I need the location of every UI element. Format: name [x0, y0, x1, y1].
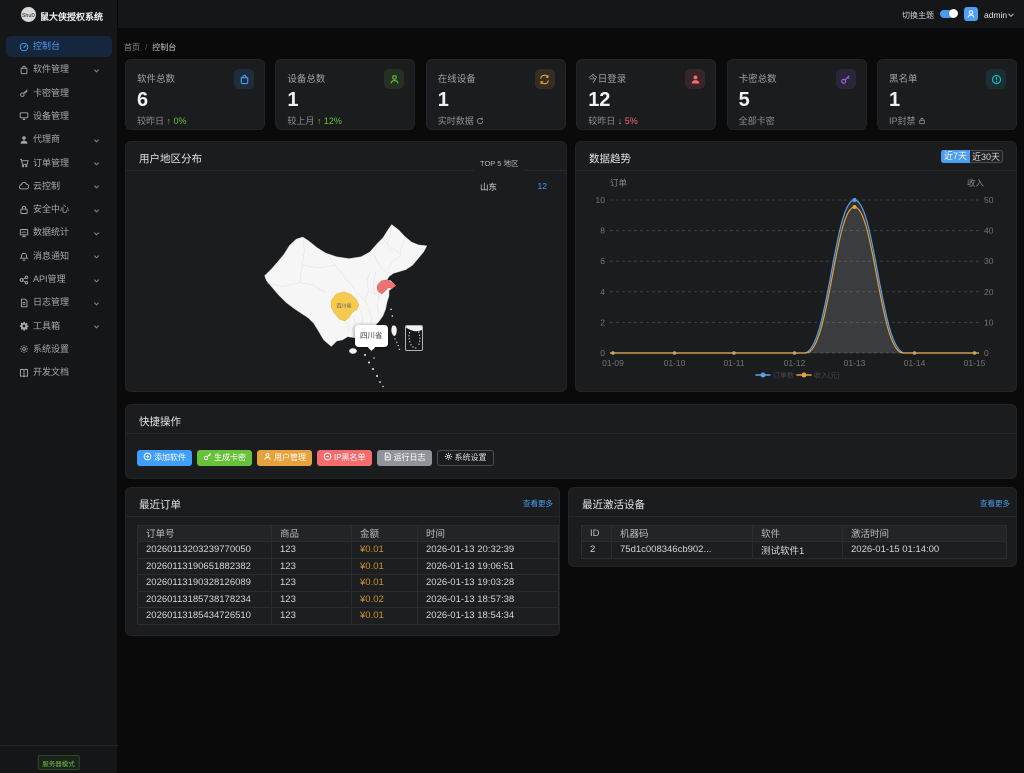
- svg-text:0: 0: [600, 348, 605, 358]
- svg-text:30: 30: [984, 256, 994, 266]
- svg-text:10: 10: [984, 317, 994, 327]
- svg-text:01-15: 01-15: [964, 358, 986, 368]
- svg-text:10: 10: [596, 195, 606, 205]
- svg-text:四川省: 四川省: [336, 303, 351, 310]
- svg-text:01-12: 01-12: [784, 358, 806, 368]
- svg-text:01-10: 01-10: [664, 358, 686, 368]
- svg-text:订单: 订单: [610, 178, 628, 188]
- svg-text:01-09: 01-09: [602, 358, 624, 368]
- svg-text:6: 6: [600, 256, 605, 266]
- svg-text:40: 40: [984, 226, 994, 236]
- svg-text:订单数: 订单数: [773, 371, 794, 380]
- svg-text:01-11: 01-11: [723, 358, 744, 368]
- svg-text:收入(元): 收入(元): [814, 371, 840, 380]
- svg-text:0: 0: [984, 348, 989, 358]
- svg-text:4: 4: [600, 287, 605, 297]
- svg-text:01-14: 01-14: [904, 358, 926, 368]
- svg-text:20: 20: [984, 287, 994, 297]
- svg-text:01-13: 01-13: [844, 358, 866, 368]
- svg-text:8: 8: [600, 226, 605, 236]
- svg-text:收入: 收入: [967, 178, 985, 188]
- svg-text:2: 2: [600, 317, 605, 327]
- svg-text:50: 50: [984, 195, 994, 205]
- svg-text:ShuD: ShuD: [22, 13, 35, 19]
